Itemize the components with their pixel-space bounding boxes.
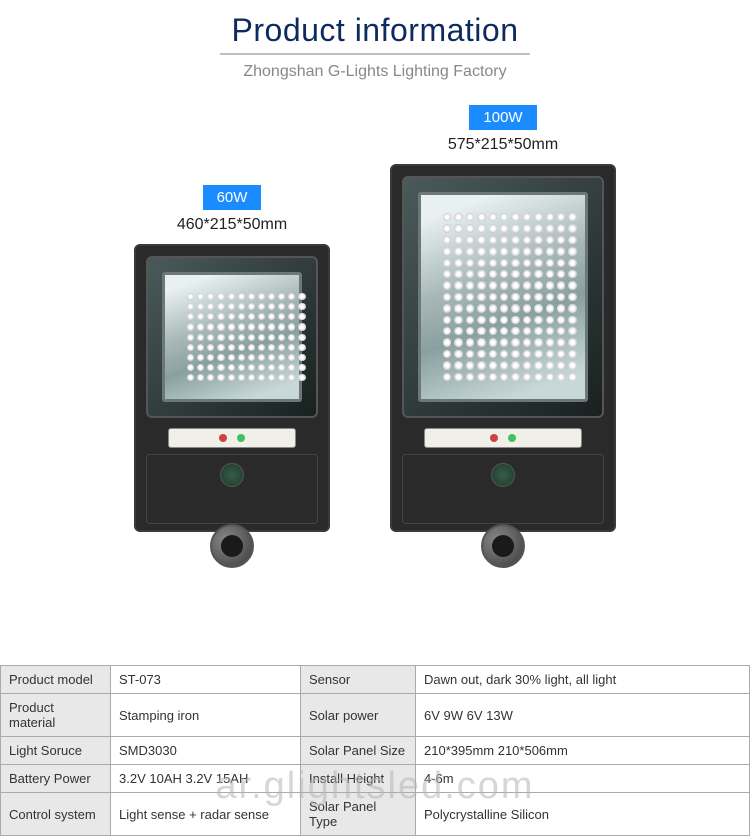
spec-label: Solar Panel Size — [301, 737, 416, 765]
mount-bracket — [481, 524, 525, 568]
products-row: 60W 460*215*50mm 100W 575*215*50mm — [0, 105, 750, 568]
led-grid — [418, 192, 588, 402]
page-subtitle: Zhongshan G-Lights Lighting Factory — [0, 63, 750, 81]
control-strip — [424, 428, 582, 448]
mount-bracket — [210, 524, 254, 568]
control-strip — [168, 428, 296, 448]
spec-value: Polycrystalline Silicon — [416, 793, 750, 836]
spec-label: Solar power — [301, 694, 416, 737]
sensor-icon — [491, 463, 515, 487]
product-60w: 60W 460*215*50mm — [134, 185, 330, 568]
spec-value: 3.2V 10AH 3.2V 15AH — [111, 765, 301, 793]
spec-label: Solar Panel Type — [301, 793, 416, 836]
spec-value: Stamping iron — [111, 694, 301, 737]
table-row: Battery Power3.2V 10AH 3.2V 15AHInstall … — [1, 765, 750, 793]
dimensions-label: 575*215*50mm — [448, 136, 558, 154]
led-grid — [162, 272, 302, 402]
light-housing — [390, 164, 616, 532]
spec-label: Control system — [1, 793, 111, 836]
light-housing — [134, 244, 330, 532]
led-panel — [146, 256, 318, 418]
spec-value: 6V 9W 6V 13W — [416, 694, 750, 737]
table-row: Product modelST-073SensorDawn out, dark … — [1, 666, 750, 694]
spec-label: Install Height — [301, 765, 416, 793]
sensor-icon — [220, 463, 244, 487]
spec-value: SMD3030 — [111, 737, 301, 765]
spec-label: Product model — [1, 666, 111, 694]
dimensions-label: 460*215*50mm — [177, 216, 287, 234]
led-panel — [402, 176, 604, 418]
product-100w: 100W 575*215*50mm — [390, 105, 616, 568]
spec-value: Dawn out, dark 30% light, all light — [416, 666, 750, 694]
wattage-badge: 60W — [203, 185, 262, 210]
indicator-led-icon — [490, 434, 498, 442]
power-button-icon — [237, 434, 245, 442]
power-button-icon — [508, 434, 516, 442]
table-row: Light SoruceSMD3030Solar Panel Size210*3… — [1, 737, 750, 765]
spec-table: Product modelST-073SensorDawn out, dark … — [0, 665, 750, 836]
wattage-badge: 100W — [469, 105, 536, 130]
solar-panel-section — [402, 454, 604, 524]
spec-value: 210*395mm 210*506mm — [416, 737, 750, 765]
spec-value: Light sense + radar sense — [111, 793, 301, 836]
spec-value: 4-6m — [416, 765, 750, 793]
spec-label: Light Soruce — [1, 737, 111, 765]
spec-label: Product material — [1, 694, 111, 737]
spec-label: Sensor — [301, 666, 416, 694]
table-row: Control systemLight sense + radar senseS… — [1, 793, 750, 836]
spec-label: Battery Power — [1, 765, 111, 793]
solar-panel-section — [146, 454, 318, 524]
title-underline — [220, 53, 530, 55]
header: Product information Zhongshan G-Lights L… — [0, 0, 750, 81]
page-title: Product information — [0, 12, 750, 49]
indicator-led-icon — [219, 434, 227, 442]
spec-value: ST-073 — [111, 666, 301, 694]
table-row: Product materialStamping ironSolar power… — [1, 694, 750, 737]
